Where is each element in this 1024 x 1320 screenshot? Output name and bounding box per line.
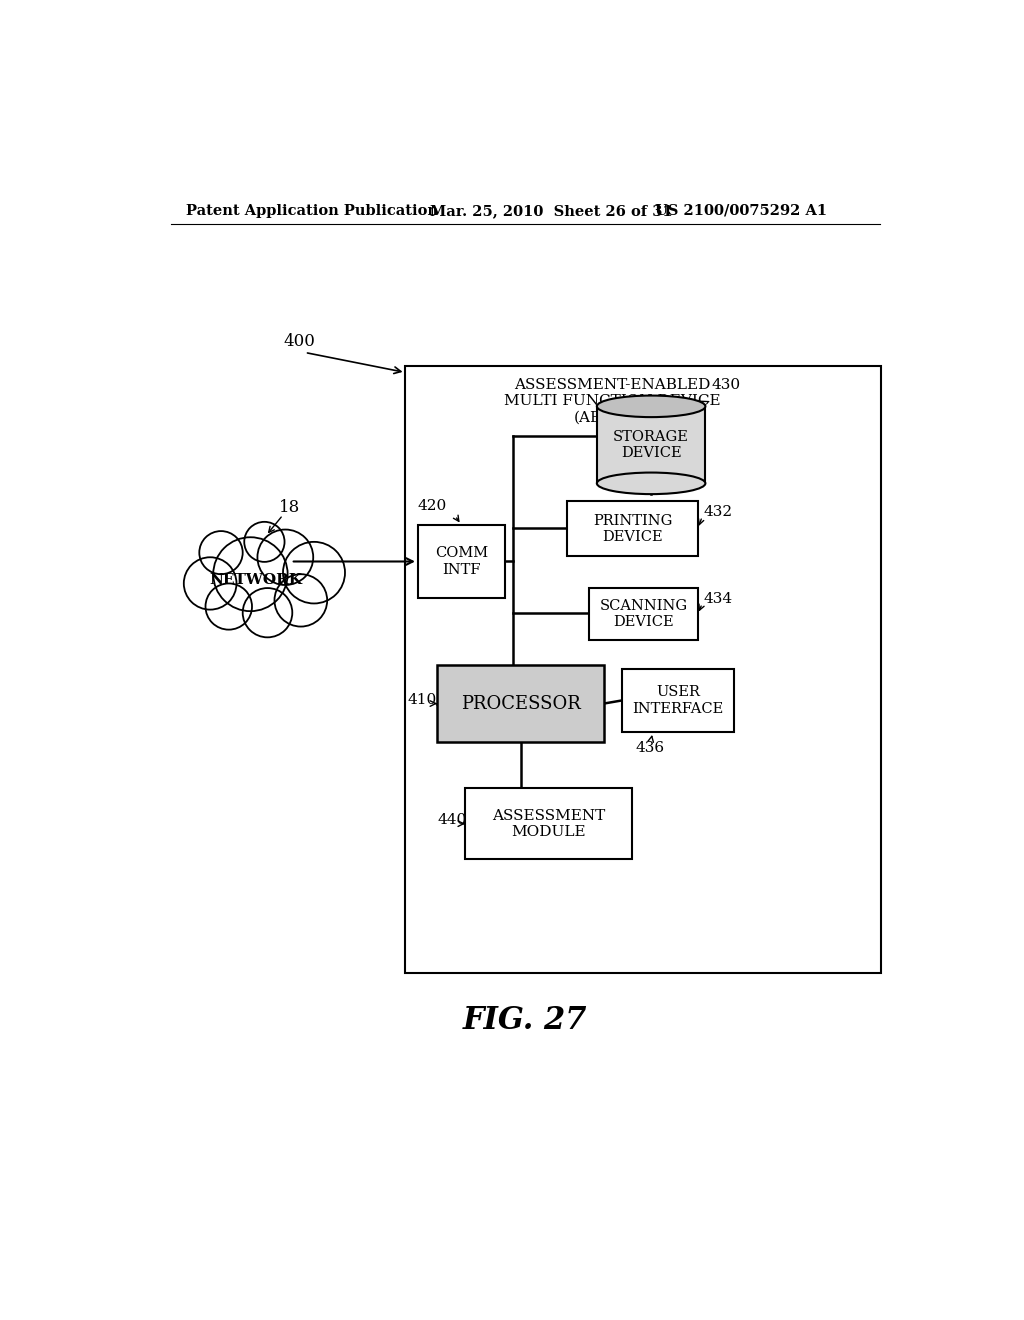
Bar (437, 665, 604, 742)
Bar (622, 669, 734, 733)
Bar (597, 407, 706, 483)
Text: FIG. 27: FIG. 27 (463, 1006, 587, 1036)
Circle shape (200, 531, 243, 574)
Text: PRINTING
DEVICE: PRINTING DEVICE (593, 513, 672, 544)
Text: ASSESSMENT-ENABLED
MULTI FUNCTION DEVICE
(AE-MFD): ASSESSMENT-ENABLED MULTI FUNCTION DEVICE… (504, 378, 721, 424)
Text: 434: 434 (703, 591, 733, 606)
Text: ASSESSMENT
MODULE: ASSESSMENT MODULE (492, 809, 605, 838)
Text: 420: 420 (418, 499, 447, 512)
Circle shape (283, 543, 345, 603)
Text: PROCESSOR: PROCESSOR (461, 694, 581, 713)
Text: COMM
INTF: COMM INTF (434, 546, 487, 577)
Text: US 2100/0075292 A1: US 2100/0075292 A1 (655, 203, 827, 218)
Text: Patent Application Publication: Patent Application Publication (186, 203, 438, 218)
Bar (589, 589, 697, 640)
Ellipse shape (597, 396, 706, 417)
Text: 410: 410 (407, 693, 436, 706)
Text: Mar. 25, 2010  Sheet 26 of 31: Mar. 25, 2010 Sheet 26 of 31 (430, 203, 673, 218)
Circle shape (213, 537, 288, 611)
Text: 430: 430 (712, 378, 740, 392)
Bar (465, 788, 632, 859)
Text: 18: 18 (280, 499, 300, 516)
Text: STORAGE
DEVICE: STORAGE DEVICE (613, 430, 689, 459)
Text: 400: 400 (283, 333, 314, 350)
Bar (406, 367, 882, 973)
Ellipse shape (597, 473, 706, 494)
Circle shape (274, 574, 328, 627)
Text: 436: 436 (636, 742, 665, 755)
Circle shape (245, 521, 285, 562)
Text: USER
INTERFACE: USER INTERFACE (632, 685, 724, 715)
Text: 432: 432 (703, 506, 733, 519)
Text: NETWORK: NETWORK (209, 573, 302, 587)
Bar (418, 525, 505, 598)
Circle shape (243, 589, 292, 638)
Text: 440: 440 (438, 813, 467, 826)
Bar (567, 502, 697, 557)
Circle shape (183, 557, 237, 610)
Circle shape (206, 583, 252, 630)
Circle shape (257, 529, 313, 585)
Text: SCANNING
DEVICE: SCANNING DEVICE (599, 599, 687, 630)
